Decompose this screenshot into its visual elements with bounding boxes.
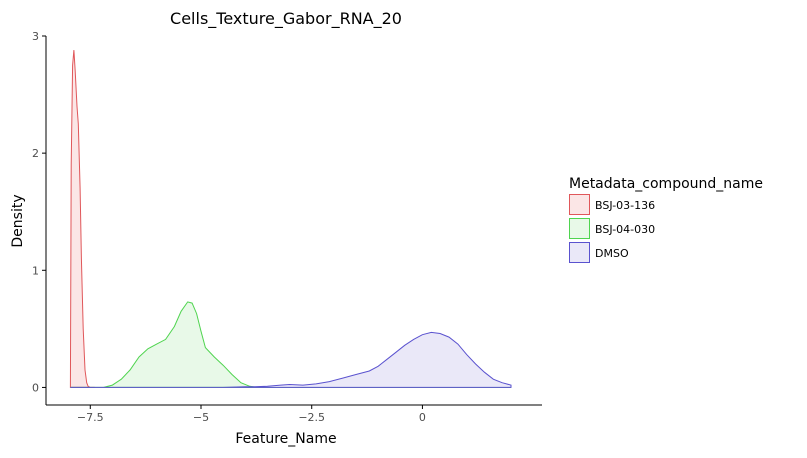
legend-item: DMSO <box>569 242 629 263</box>
x-tick-label: −5 <box>193 411 209 424</box>
legend-label: DMSO <box>595 247 629 260</box>
x-axis-ticks: −7.5 −5 −2.5 0 <box>77 405 426 424</box>
legend-item: BSJ-04-030 <box>569 218 655 239</box>
density-area-bsj-03-136 <box>69 50 95 388</box>
chart-title: Cells_Texture_Gabor_RNA_20 <box>170 9 402 29</box>
y-axis-title: Density <box>10 194 26 247</box>
x-tick-label: −7.5 <box>77 411 104 424</box>
x-tick-label: 0 <box>419 411 426 424</box>
legend-swatch-bsj-03-136 <box>569 194 590 215</box>
legend-title: Metadata_compound_name <box>569 176 763 192</box>
legend-swatch-dmso <box>569 242 590 263</box>
legend: Metadata_compound_name BSJ-03-136 BSJ-04-… <box>569 176 763 263</box>
plot-area <box>69 50 512 388</box>
legend-swatch-bsj-04-030 <box>569 218 590 239</box>
y-axis-ticks: 0 1 2 3 <box>32 30 46 394</box>
y-tick-label: 1 <box>32 264 39 277</box>
x-axis-title: Feature_Name <box>235 431 336 447</box>
density-area-dmso <box>70 331 512 388</box>
y-tick-label: 0 <box>32 381 39 394</box>
x-tick-label: −2.5 <box>298 411 325 424</box>
y-tick-label: 2 <box>32 147 39 160</box>
legend-label: BSJ-04-030 <box>595 223 655 236</box>
y-tick-label: 3 <box>32 30 39 43</box>
legend-label: BSJ-03-136 <box>595 199 655 212</box>
legend-item: BSJ-03-136 <box>569 194 655 215</box>
